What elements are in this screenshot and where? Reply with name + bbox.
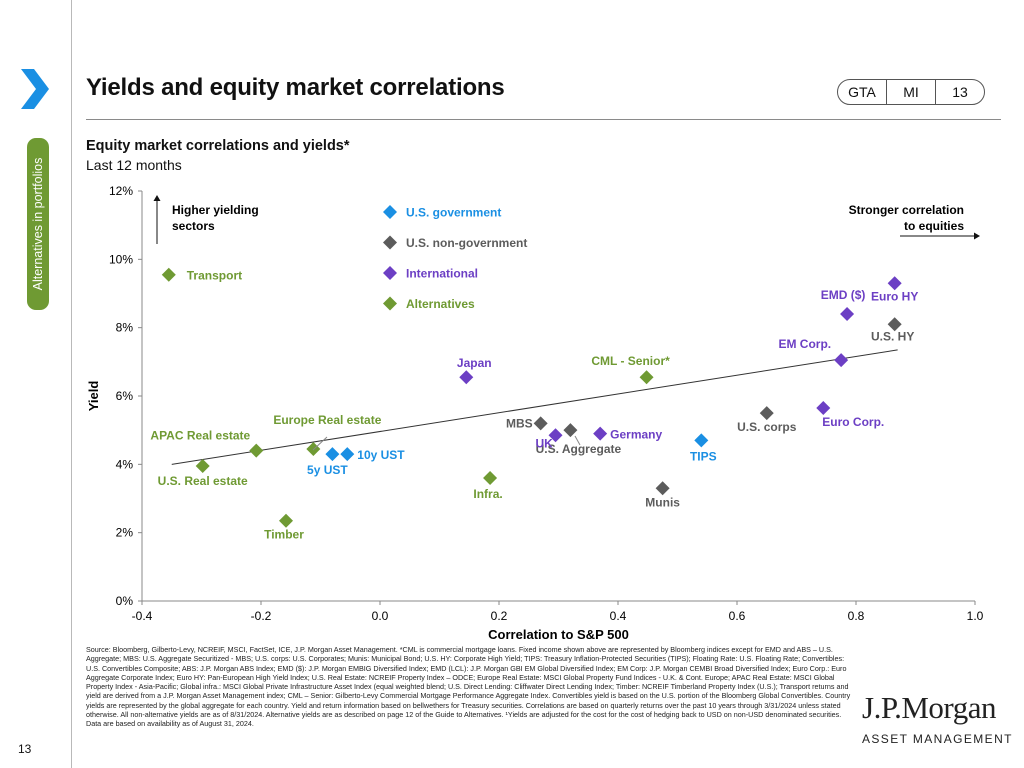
x-tick-label: -0.2 [251,609,272,623]
y-tick-label: 0% [116,594,134,608]
section-tab[interactable]: Alternatives in portfolios [27,138,49,310]
tag-mi[interactable]: MI [886,80,935,104]
data-label: TIPS [690,449,717,463]
x-tick-label: 0.8 [848,609,865,623]
data-label: Europe Real estate [273,413,381,427]
data-point [593,426,608,441]
legend-marker [383,235,397,250]
data-label: Transport [187,269,242,283]
y-tick-label: 12% [109,184,133,198]
chart-title: Equity market correlations and yields* [86,138,350,154]
title-divider [86,119,1001,120]
tag-group: GTA MI 13 [837,79,985,105]
tag-gta[interactable]: GTA [848,84,876,100]
data-point [639,370,654,385]
data-point [887,276,902,291]
data-label: MBS [506,416,533,430]
x-tick-label: 0.0 [372,609,389,623]
data-label: U.S. Real estate [158,474,248,488]
trend-line [171,349,898,465]
annotation-stronger-correlation: to equities [904,219,964,233]
data-point [563,423,578,438]
chevron-right-icon [21,69,49,109]
y-tick-label: 10% [109,252,133,266]
x-tick-label: 0.2 [491,609,508,623]
data-point [249,443,264,458]
source-footnote: Source: Bloomberg, Gilberto-Levy, NCREIF… [86,645,858,729]
data-label: Euro Corp. [822,415,884,429]
annotation-stronger-correlation: Stronger correlation [849,203,964,217]
data-label: EMD ($) [821,288,866,302]
data-point [278,513,293,528]
legend-marker [383,296,397,311]
data-label: EM Corp. [778,337,831,351]
legend-label: U.S. government [406,206,501,220]
data-label: 10y UST [357,448,405,462]
data-label: Germany [610,428,662,442]
data-point [694,433,709,448]
y-tick-label: 4% [116,457,134,471]
higher-yielding-arrowhead [153,195,161,201]
data-point [533,416,548,431]
data-label: APAC Real estate [150,429,250,443]
data-point [161,267,176,282]
x-tick-label: 0.6 [729,609,746,623]
data-label: U.S. HY [871,329,914,343]
data-point [887,317,902,332]
data-point [459,370,474,385]
legend-label: U.S. non-government [406,236,527,250]
y-tick-label: 2% [116,526,134,540]
page-number: 13 [18,742,32,756]
data-point [655,481,670,496]
x-tick-label: 0.4 [610,609,627,623]
data-label: Timber [264,528,304,542]
data-label: CML - Senior* [591,354,670,368]
leader-line-aggregate [574,435,581,446]
data-label: Japan [457,356,492,370]
data-label: 5y UST [307,463,348,477]
leader-line-europe [312,436,328,451]
stronger-correlation-arrowhead [974,232,980,240]
data-point [340,447,355,462]
logo-subtitle: ASSET MANAGEMENT [862,732,1013,746]
annotation-higher-yielding: Higher yielding [172,203,259,217]
sidebar: Alternatives in portfolios 13 [0,0,72,768]
data-point [548,428,563,443]
footnote-availability: Data are based on availability as of Aug… [86,719,254,729]
data-point [816,400,831,415]
y-tick-label: 6% [116,389,134,403]
data-label: Infra. [473,487,502,501]
data-point [195,459,210,474]
data-point [306,441,321,456]
footnote-source: Source: Bloomberg, Gilberto-Levy, NCREIF… [86,645,851,720]
data-label: Euro HY [871,289,918,303]
data-label: U.S. Aggregate [536,442,622,456]
data-point [325,447,340,462]
x-axis-label: Correlation to S&P 500 [488,627,629,642]
data-label: U.S. corps [737,420,797,434]
x-tick-label: -0.4 [132,609,153,623]
tag-page[interactable]: 13 [935,80,984,104]
legend-marker [383,266,397,280]
y-tick-label: 8% [116,321,134,335]
data-label: UK [536,436,554,450]
y-axis-label: Yield [86,381,101,412]
chart-subtitle: Last 12 months [86,157,182,173]
x-tick-label: 1.0 [967,609,984,623]
jpmorgan-logo: J.P.Morgan [862,690,996,725]
data-point [840,307,855,321]
page-title: Yields and equity market correlations [86,74,505,101]
legend-label: International [406,267,478,281]
annotation-higher-yielding: sectors [172,219,215,233]
data-label: Munis [645,495,680,509]
legend-marker [383,205,397,219]
legend-label: Alternatives [406,297,475,311]
data-point [834,353,849,368]
data-point [483,471,498,485]
data-point [759,406,774,421]
